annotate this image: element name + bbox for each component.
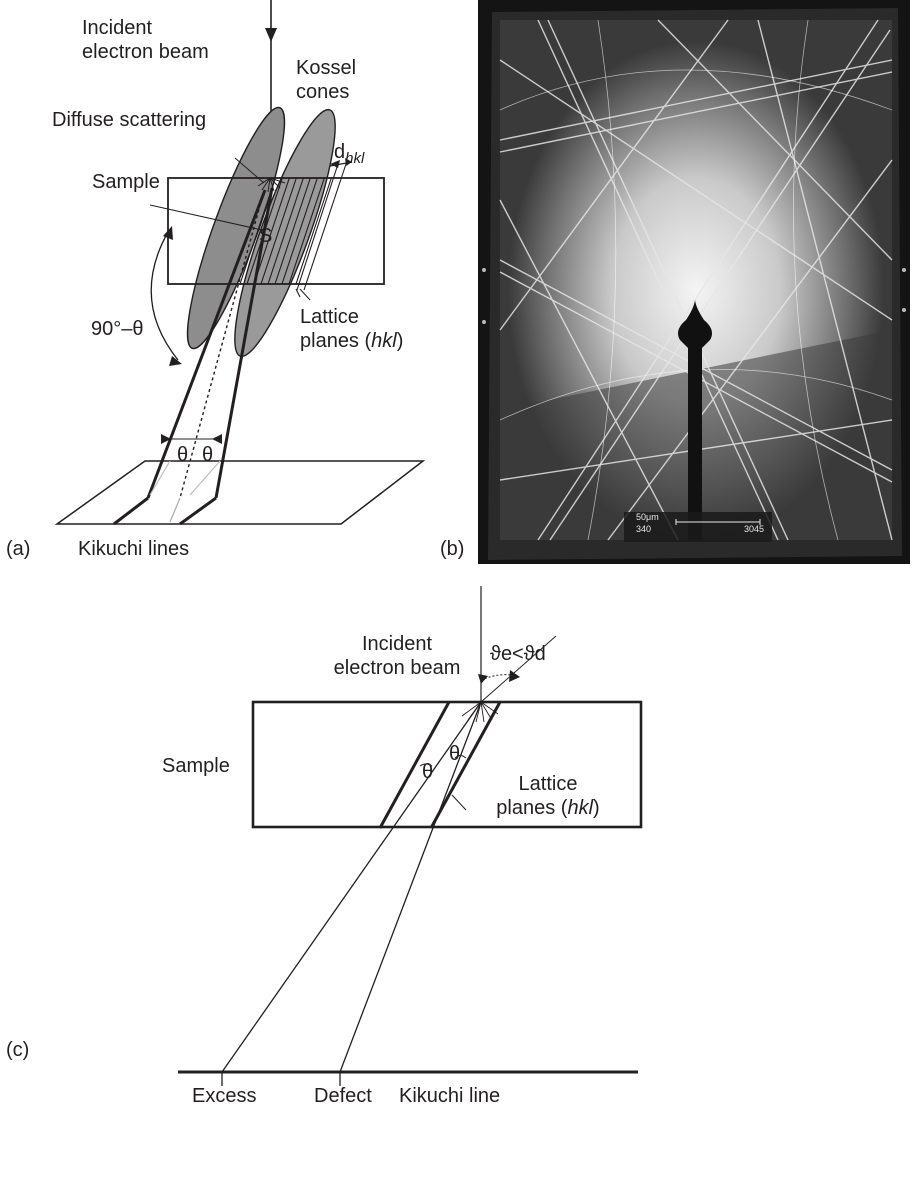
beam-arrowhead-a [265,28,277,42]
excess-ray [221,701,482,1073]
d-hkl-label: dhkl [334,141,365,167]
scale-bar-label: 50μm [636,512,659,522]
panel-a-tag: (a) [6,538,31,560]
detector-screen-a [54,460,426,525]
kikuchi-pattern-image: 50μm 340 3045 [478,0,910,564]
scale-bar-box [624,512,772,542]
panel-c-tag: (c) [6,1039,30,1061]
theta-right-a: θ [202,444,214,466]
lattice-plane-left-c [378,701,451,829]
kikuchi-line-label-c: Kikuchi line [399,1085,501,1107]
sample-label-c: Sample [162,755,230,777]
scale-right-value: 3045 [744,524,765,534]
theta-left-a: θ [177,444,189,466]
sample-box-c [251,700,643,829]
theta-left-c: θ [422,761,434,783]
lattice-planes-label-a: Lattice planes (hkl) [300,306,404,352]
kossel-cones-label: Kossel cones [296,57,357,103]
panel-b-tag: (b) [440,538,465,560]
angle-relation-label: ϑe<ϑd [490,643,546,665]
lattice-planes-label-c: Lattice planes (hkl) [496,773,600,819]
kikuchi-lines-label: Kikuchi lines [78,538,190,560]
s-point-label: S [259,225,273,247]
angle-label-a: 90°–θ [91,318,144,340]
excess-label: Excess [192,1085,257,1107]
theta-right-c: θ [449,743,461,765]
diffracted-beam-right [214,187,274,499]
defect-ray [339,701,482,1073]
diffuse-scattering-label: Diffuse scattering [52,109,207,131]
defect-label: Defect [314,1085,372,1107]
sample-label-a: Sample [92,171,160,193]
beam-stop [678,300,712,540]
lattice-plane-right-c [429,701,502,829]
incident-beam-label-a: Incident electron beam [82,17,209,63]
angle-arc-a [150,231,179,361]
diffracted-beam-left [146,189,267,499]
scale-left-value: 340 [636,524,652,534]
incident-beam-label-c: Incident electron beam [333,633,461,679]
